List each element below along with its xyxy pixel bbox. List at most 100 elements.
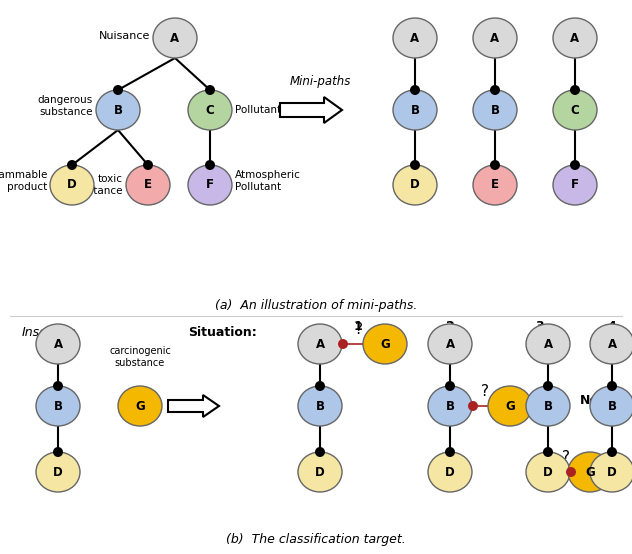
Circle shape (338, 339, 348, 349)
Circle shape (315, 447, 325, 457)
Ellipse shape (188, 90, 232, 130)
Ellipse shape (428, 324, 472, 364)
Text: G: G (585, 465, 595, 479)
Circle shape (53, 447, 63, 457)
Ellipse shape (526, 324, 570, 364)
Text: C: C (571, 104, 580, 116)
FancyArrow shape (280, 97, 342, 123)
Ellipse shape (298, 324, 342, 364)
Circle shape (543, 447, 553, 457)
Ellipse shape (590, 386, 632, 426)
Circle shape (315, 381, 325, 391)
Ellipse shape (36, 452, 80, 492)
Text: (b)  The classification target.: (b) The classification target. (226, 532, 406, 546)
Text: Situation:: Situation: (188, 326, 257, 338)
Text: D: D (445, 465, 455, 479)
Ellipse shape (126, 165, 170, 205)
Ellipse shape (36, 386, 80, 426)
Text: A: A (544, 337, 552, 351)
FancyArrow shape (168, 395, 219, 417)
Circle shape (143, 160, 153, 170)
Circle shape (205, 85, 215, 95)
Ellipse shape (553, 18, 597, 58)
Text: A: A (410, 32, 420, 44)
Text: (a)  An illustration of mini-paths.: (a) An illustration of mini-paths. (215, 300, 417, 312)
Text: A: A (171, 32, 179, 44)
Ellipse shape (50, 165, 94, 205)
Circle shape (543, 381, 553, 391)
Text: toxic
substance: toxic substance (70, 174, 123, 196)
Text: D: D (410, 178, 420, 192)
Ellipse shape (553, 90, 597, 130)
Circle shape (607, 381, 617, 391)
Ellipse shape (473, 18, 517, 58)
Text: 3: 3 (536, 320, 544, 332)
Circle shape (445, 447, 455, 457)
Text: B: B (490, 104, 499, 116)
Text: C: C (205, 104, 214, 116)
Circle shape (445, 381, 455, 391)
Text: dangerous
substance: dangerous substance (38, 95, 93, 117)
Ellipse shape (118, 386, 162, 426)
Circle shape (570, 85, 580, 95)
Text: D: D (315, 465, 325, 479)
Circle shape (607, 447, 617, 457)
Text: B: B (607, 399, 616, 413)
Circle shape (53, 381, 63, 391)
Circle shape (566, 467, 576, 477)
Text: 4: 4 (607, 320, 616, 332)
Ellipse shape (488, 386, 532, 426)
Text: A: A (315, 337, 325, 351)
Text: Insertion: Insertion (22, 326, 77, 338)
Text: G: G (380, 337, 390, 351)
Ellipse shape (36, 324, 80, 364)
Text: B: B (446, 399, 454, 413)
Text: ?: ? (562, 450, 570, 465)
Ellipse shape (96, 90, 140, 130)
Circle shape (410, 85, 420, 95)
Text: A: A (571, 32, 580, 44)
Ellipse shape (153, 18, 197, 58)
Ellipse shape (298, 386, 342, 426)
Circle shape (205, 160, 215, 170)
Text: B: B (411, 104, 420, 116)
Text: A: A (446, 337, 454, 351)
Text: Nuisance: Nuisance (99, 31, 150, 41)
Text: F: F (206, 178, 214, 192)
Text: ?: ? (355, 322, 363, 337)
Text: B: B (54, 399, 63, 413)
Text: carcinogenic
substance: carcinogenic substance (109, 346, 171, 368)
Text: Atmospheric
Pollutant: Atmospheric Pollutant (235, 170, 301, 192)
Ellipse shape (393, 90, 437, 130)
Ellipse shape (526, 386, 570, 426)
Text: D: D (607, 465, 617, 479)
Ellipse shape (188, 165, 232, 205)
Circle shape (490, 85, 500, 95)
Ellipse shape (363, 324, 407, 364)
Text: 2: 2 (446, 320, 454, 332)
Circle shape (67, 160, 77, 170)
Text: G: G (505, 399, 515, 413)
Ellipse shape (473, 165, 517, 205)
Circle shape (490, 160, 500, 170)
Text: 1: 1 (354, 320, 362, 332)
Ellipse shape (428, 386, 472, 426)
Text: A: A (607, 337, 617, 351)
Circle shape (113, 85, 123, 95)
Text: B: B (544, 399, 552, 413)
Text: None?: None? (580, 394, 624, 408)
Text: F: F (571, 178, 579, 192)
Circle shape (570, 160, 580, 170)
Text: inflammable
product: inflammable product (0, 170, 47, 192)
Ellipse shape (568, 452, 612, 492)
Ellipse shape (590, 452, 632, 492)
Text: Mini-paths: Mini-paths (289, 75, 351, 88)
Text: B: B (114, 104, 123, 116)
Text: B: B (315, 399, 324, 413)
Text: D: D (67, 178, 77, 192)
Text: D: D (543, 465, 553, 479)
Text: E: E (491, 178, 499, 192)
Ellipse shape (393, 165, 437, 205)
Circle shape (410, 160, 420, 170)
Text: G: G (135, 399, 145, 413)
